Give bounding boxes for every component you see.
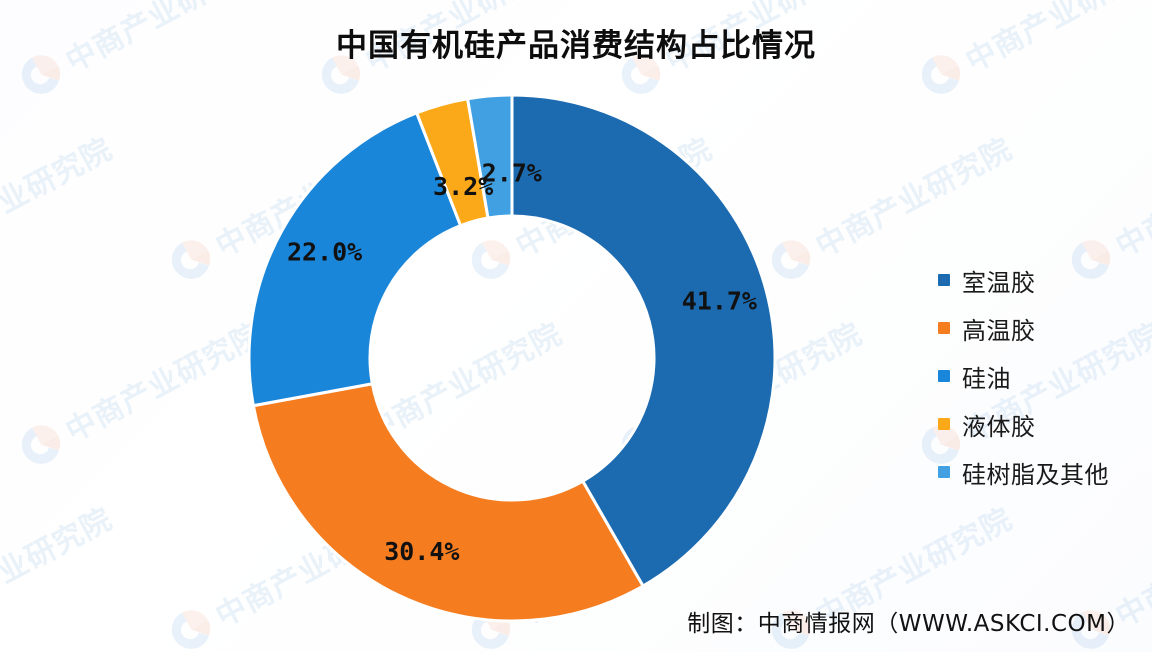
donut-chart: 41.7% 30.4% 22.0% 3.2% 2.7% (222, 88, 802, 628)
legend-item[interactable]: 液体胶 (938, 400, 1148, 448)
legend-swatch-icon (938, 418, 950, 430)
legend-swatch-icon (938, 466, 950, 478)
legend-item[interactable]: 室温胶 (938, 256, 1148, 304)
watermark-text: 中商产业研究院 (0, 131, 119, 265)
legend-item-label: 硅油 (962, 364, 1011, 393)
askci-circle-logo-icon (171, 610, 211, 649)
donut-data-labels: 41.7% 30.4% 22.0% 3.2%2.7% (287, 159, 757, 566)
chart-legend: 室温胶高温胶硅油液体胶硅树脂及其他 (938, 256, 1148, 496)
slice-data-label: 30.4% (384, 537, 459, 566)
footer-credit: 制图：中商情报网（WWW.ASKCI.COM） (687, 611, 1130, 637)
legend-item-label: 室温胶 (962, 268, 1036, 297)
donut-slice[interactable] (466, 93, 514, 220)
legend-swatch-icon (938, 322, 950, 334)
askci-circle-logo-icon (21, 425, 61, 464)
slice-data-label: 2.7% (482, 159, 542, 188)
askci-circle-logo-icon (171, 240, 211, 279)
watermark-tile: 中商产业研究院 (0, 494, 119, 652)
legend-item[interactable]: 硅油 (938, 352, 1148, 400)
slice-data-label: 22.0% (287, 237, 362, 266)
watermark-text: 中商产业研究院 (810, 131, 1019, 265)
donut-chart-svg: 41.7% 30.4% 22.0% 3.2%2.7% (247, 93, 777, 623)
legend-item-label: 高温胶 (962, 316, 1036, 345)
legend-item-label: 硅树脂及其他 (962, 460, 1109, 489)
legend-swatch-icon (938, 274, 950, 286)
slice-data-label: 3.2% (433, 172, 493, 201)
legend-item-label: 液体胶 (962, 412, 1036, 441)
page-title: 中国有机硅产品消费结构占比情况 (336, 28, 816, 64)
donut-slice[interactable] (510, 93, 777, 588)
watermark-text: 中商产业研究院 (1110, 131, 1152, 265)
legend-item[interactable]: 高温胶 (938, 304, 1148, 352)
watermark-tile: 中商产业研究院 (0, 124, 119, 291)
slice-data-label: 41.7% (682, 287, 757, 316)
watermark-text: 中商产业研究院 (0, 501, 119, 635)
legend-item[interactable]: 硅树脂及其他 (938, 448, 1148, 496)
donut-slice[interactable] (251, 382, 645, 623)
donut-slice[interactable] (247, 111, 463, 408)
donut-slices (247, 93, 777, 623)
legend-swatch-icon (938, 370, 950, 382)
